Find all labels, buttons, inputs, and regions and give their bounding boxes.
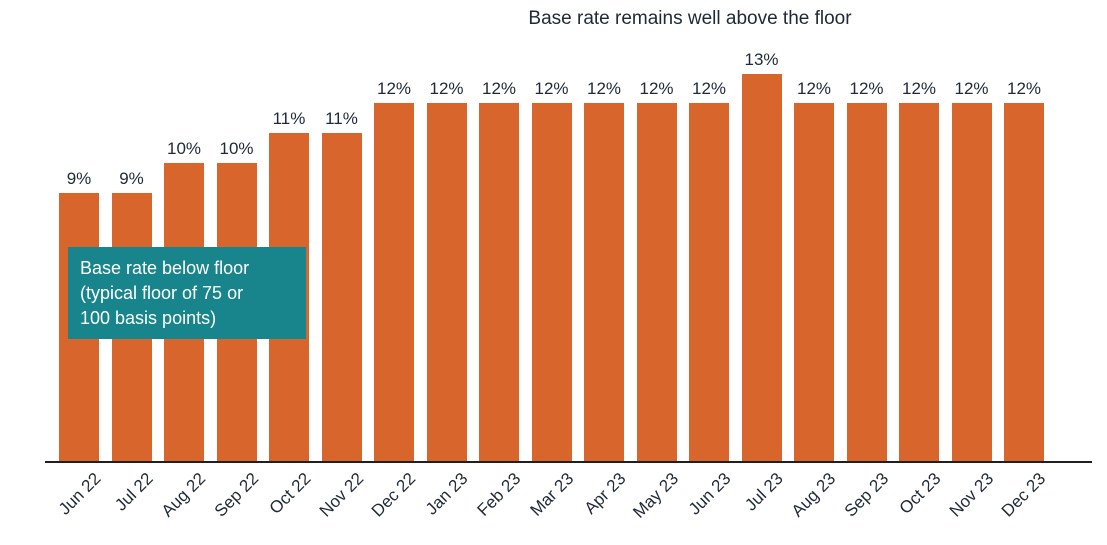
bar: [426, 103, 467, 461]
bar-value-label: 11%: [272, 109, 306, 128]
bar-value-label: 12%: [901, 79, 937, 98]
bar-value-label: 10%: [219, 139, 254, 158]
annotation-line: 100 basis points): [80, 307, 217, 328]
bar: [846, 103, 887, 461]
annotation-line: Base rate below floor: [80, 258, 250, 278]
annotation-line: (typical floor of 75 or: [80, 282, 244, 303]
x-tick-label: Oct 22: [265, 469, 315, 518]
x-tick-label: Aug 23: [787, 469, 840, 521]
bar: [689, 103, 729, 461]
x-tick-label: Jun 23: [684, 469, 735, 519]
bar-value-label: 12%: [534, 79, 569, 98]
x-tick-label: Jun 22: [54, 469, 105, 519]
chart-title: Base rate remains well above the floor: [528, 8, 852, 29]
x-tick-label: Sep 22: [210, 469, 262, 521]
x-tick-label: Dec 23: [997, 469, 1050, 521]
bar-value-label: 12%: [481, 79, 517, 98]
bar-slot: 13% Jul 23: [741, 50, 787, 515]
bar-value-label: 12%: [796, 79, 832, 98]
bar: [584, 103, 624, 461]
bar: [321, 133, 362, 461]
bar-slot: 12% Apr 23: [581, 79, 630, 518]
bar-value-label: 12%: [954, 79, 989, 98]
x-tick-label: Oct 23: [895, 469, 945, 518]
x-tick-label: Nov 22: [315, 469, 367, 521]
bar-value-label: 12%: [1006, 79, 1042, 98]
bar-slot: 12% Jan 23: [422, 79, 472, 519]
x-tick-label: May 23: [629, 469, 682, 522]
bar-slot: 11% Nov 22: [315, 109, 367, 521]
bar-value-label: 12%: [429, 79, 464, 98]
x-tick-label: Aug 22: [157, 469, 210, 521]
bar: [951, 103, 992, 461]
bar: [1004, 103, 1044, 461]
annotation-box: Base rate below floor (typical floor of …: [68, 247, 306, 340]
x-tick-label: Jul 22: [111, 469, 157, 515]
x-tick-label: Sep 23: [840, 469, 892, 521]
bar: [374, 103, 414, 461]
bar-slot: 12% Aug 23: [788, 79, 840, 521]
x-tick-label: Dec 22: [367, 469, 420, 521]
bar-value-label: 13%: [744, 50, 779, 69]
bar-slot: 12% Oct 23: [896, 79, 945, 518]
bar: [479, 103, 519, 461]
bar: [899, 103, 939, 461]
x-tick-label: Nov 23: [945, 469, 997, 521]
bar: [794, 103, 834, 461]
bar-slot: 12% Mar 23: [526, 79, 577, 520]
bar-value-label: 12%: [849, 79, 884, 98]
bar: [531, 103, 572, 461]
bar-value-label: 9%: [119, 169, 144, 188]
bar-slot: 12% Dec 22: [368, 79, 420, 521]
bar: [741, 74, 782, 461]
bar-value-label: 11%: [325, 109, 358, 128]
bar: [636, 103, 677, 461]
x-tick-label: Apr 23: [580, 469, 630, 518]
x-tick-label: Jan 23: [422, 469, 472, 519]
x-tick-label: Jul 23: [741, 469, 787, 515]
bar-value-label: 9%: [66, 169, 92, 188]
bar-value-label: 12%: [376, 79, 412, 98]
x-tick-label: Feb 23: [473, 469, 525, 520]
bar-slot: 12% Sep 23: [840, 79, 892, 521]
bar-slot: 12% Dec 23: [998, 79, 1050, 521]
bar-slot: 12% Nov 23: [945, 79, 997, 521]
bar-slot: 12% Feb 23: [474, 79, 525, 520]
bar-value-label: 10%: [166, 139, 202, 158]
bar-value-label: 12%: [586, 79, 622, 98]
bar-slot: 12% May 23: [629, 79, 682, 522]
bar-value-label: 12%: [691, 79, 727, 98]
bar-value-label: 12%: [639, 79, 674, 98]
bar-slot: 12% Jun 23: [685, 79, 735, 519]
x-tick-label: Mar 23: [526, 469, 577, 520]
